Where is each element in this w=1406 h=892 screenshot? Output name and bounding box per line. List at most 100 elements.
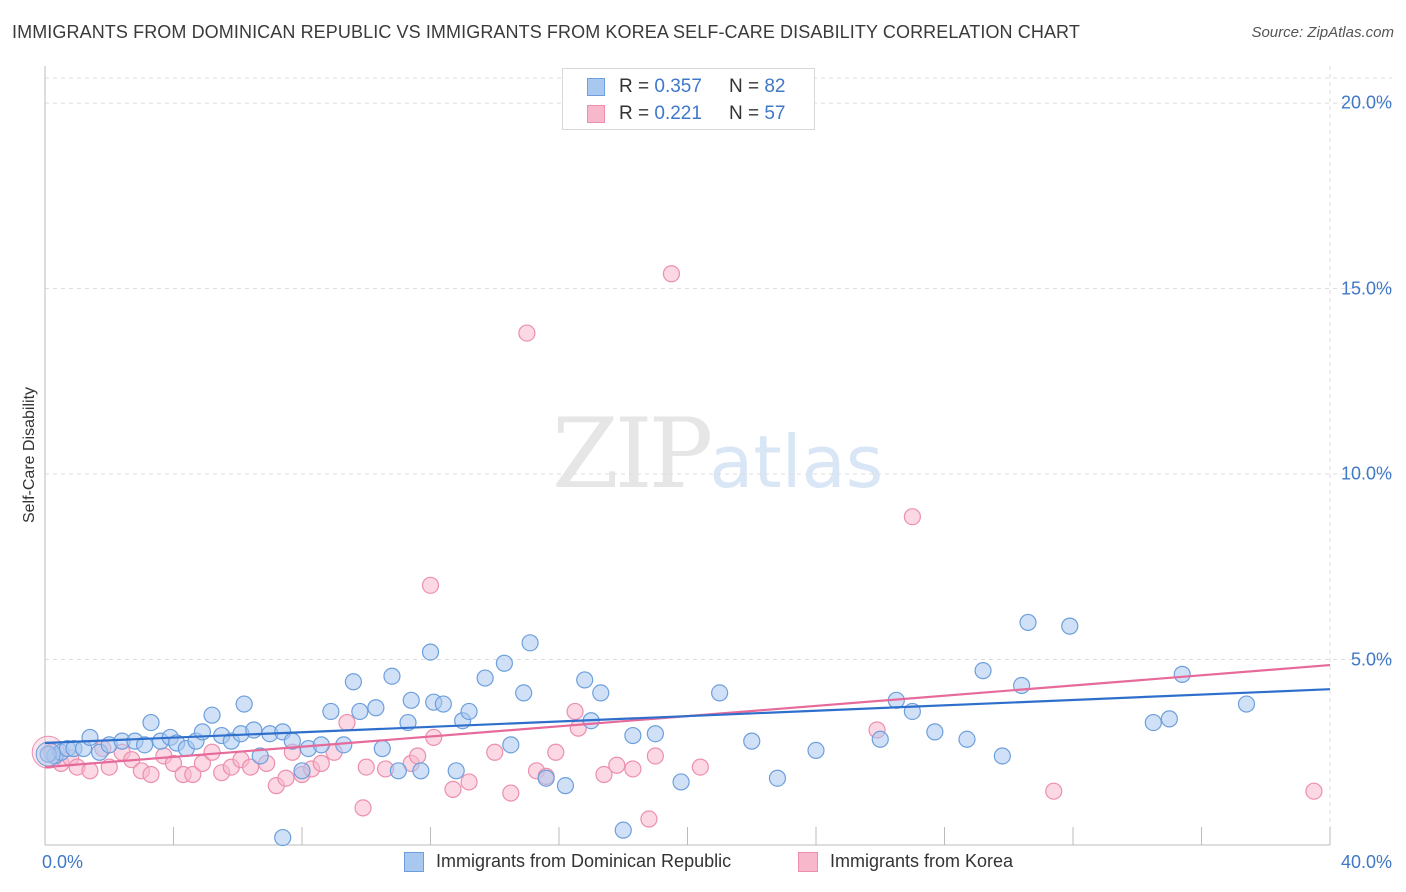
legend-r-label: R =	[619, 103, 650, 124]
data-point	[81, 728, 99, 747]
data-point	[367, 699, 385, 717]
legend-swatch-blue	[587, 78, 605, 96]
data-point	[242, 758, 260, 776]
data-point	[974, 662, 992, 680]
data-point	[476, 669, 494, 687]
data-point	[312, 754, 330, 772]
legend-swatch-blue	[404, 851, 424, 872]
watermark-zip: ZIP	[552, 398, 713, 510]
legend-item-dominican[interactable]: Immigrants from Dominican Republic	[404, 851, 731, 872]
data-point	[662, 265, 681, 283]
legend-n-value: 57	[764, 103, 786, 124]
data-point	[624, 726, 642, 745]
legend-n-label: N =	[728, 103, 760, 124]
legend-r-label: R =	[619, 76, 650, 97]
data-point	[672, 773, 690, 791]
legend-r-value: 0.357	[654, 76, 702, 97]
data-point	[595, 765, 613, 784]
data-point	[322, 702, 340, 721]
y-tick-label: 15.0%	[1340, 278, 1392, 299]
data-point	[556, 777, 575, 795]
watermark: ZIPatlas	[552, 398, 883, 510]
data-point	[274, 828, 292, 847]
data-point	[338, 713, 356, 732]
data-point	[566, 702, 584, 721]
data-point	[389, 762, 407, 780]
data-point	[135, 736, 154, 754]
data-point	[421, 576, 440, 594]
data-point	[460, 773, 478, 791]
data-point	[1045, 782, 1063, 800]
legend-r-value: 0.221	[654, 103, 702, 124]
data-point	[624, 760, 642, 778]
data-point	[993, 747, 1011, 765]
legend-swatch-pink	[587, 105, 605, 123]
data-point	[547, 743, 565, 761]
legend-label: Immigrants from Korea	[830, 851, 1014, 871]
data-point	[521, 634, 539, 652]
data-point	[434, 695, 452, 713]
data-point	[354, 799, 372, 817]
data-point	[614, 821, 632, 839]
data-point	[502, 736, 520, 754]
data-point	[344, 673, 362, 691]
y-tick-label: 20.0%	[1340, 92, 1392, 113]
data-point	[203, 743, 221, 761]
legend-item-korea[interactable]: Immigrants from Korea	[798, 851, 1013, 872]
x-tick-label: 40.0%	[1340, 852, 1392, 872]
data-point	[293, 762, 311, 780]
data-point	[235, 695, 253, 713]
data-point	[926, 723, 944, 741]
data-point	[39, 745, 57, 763]
data-point	[245, 721, 263, 739]
data-point	[412, 762, 430, 780]
data-point	[164, 754, 183, 772]
data-point	[184, 765, 202, 784]
data-point	[373, 739, 391, 758]
data-point	[1144, 713, 1162, 732]
data-point	[768, 769, 787, 787]
legend-n-label: N =	[728, 76, 760, 97]
trend-lines	[44, 663, 1331, 769]
data-point	[608, 756, 626, 774]
data-point	[646, 747, 664, 765]
data-point	[640, 810, 658, 828]
data-point	[81, 762, 99, 780]
axes	[44, 66, 1331, 846]
trend-line-dominican	[44, 688, 1331, 745]
y-tick-label: 5.0%	[1350, 649, 1392, 670]
data-point	[592, 684, 610, 702]
data-point	[251, 747, 269, 765]
chart-source: Source: ZipAtlas.com	[1251, 24, 1394, 41]
data-point-cluster	[35, 741, 61, 767]
data-point	[351, 702, 369, 721]
y-axis-label: Self-Care Disability	[21, 386, 38, 524]
data-point	[576, 671, 594, 689]
legend-label: Immigrants from Dominican Republic	[436, 851, 732, 871]
data-point	[142, 765, 160, 784]
legend-n-value: 82	[764, 76, 786, 97]
data-point	[1305, 782, 1323, 800]
watermark-atlas: atlas	[709, 420, 884, 504]
data-point	[444, 780, 462, 798]
data-point	[711, 684, 729, 702]
data-point	[486, 743, 504, 761]
data-point	[142, 713, 160, 732]
legend-swatch-pink	[798, 851, 818, 872]
data-point	[807, 741, 825, 760]
data-point	[460, 702, 478, 721]
data-point	[447, 762, 465, 780]
legend-row-dominican: R = 0.357 N = 82	[587, 74, 785, 100]
data-point	[402, 691, 420, 709]
data-point	[203, 706, 221, 724]
data-point	[502, 784, 520, 802]
data-point	[958, 730, 976, 748]
legend-row-korea: R = 0.221 N = 57	[587, 101, 785, 127]
data-point	[421, 643, 440, 661]
chart-title: IMMIGRANTS FROM DOMINICAN REPUBLIC VS IM…	[12, 22, 1080, 42]
correlation-legend: R = 0.357 N = 82 R = 0.221 N = 57	[562, 68, 815, 130]
y-tick-label: 10.0%	[1340, 463, 1392, 484]
data-point	[743, 732, 761, 750]
series-legend: Immigrants from Dominican Republic Immig…	[0, 851, 1406, 879]
